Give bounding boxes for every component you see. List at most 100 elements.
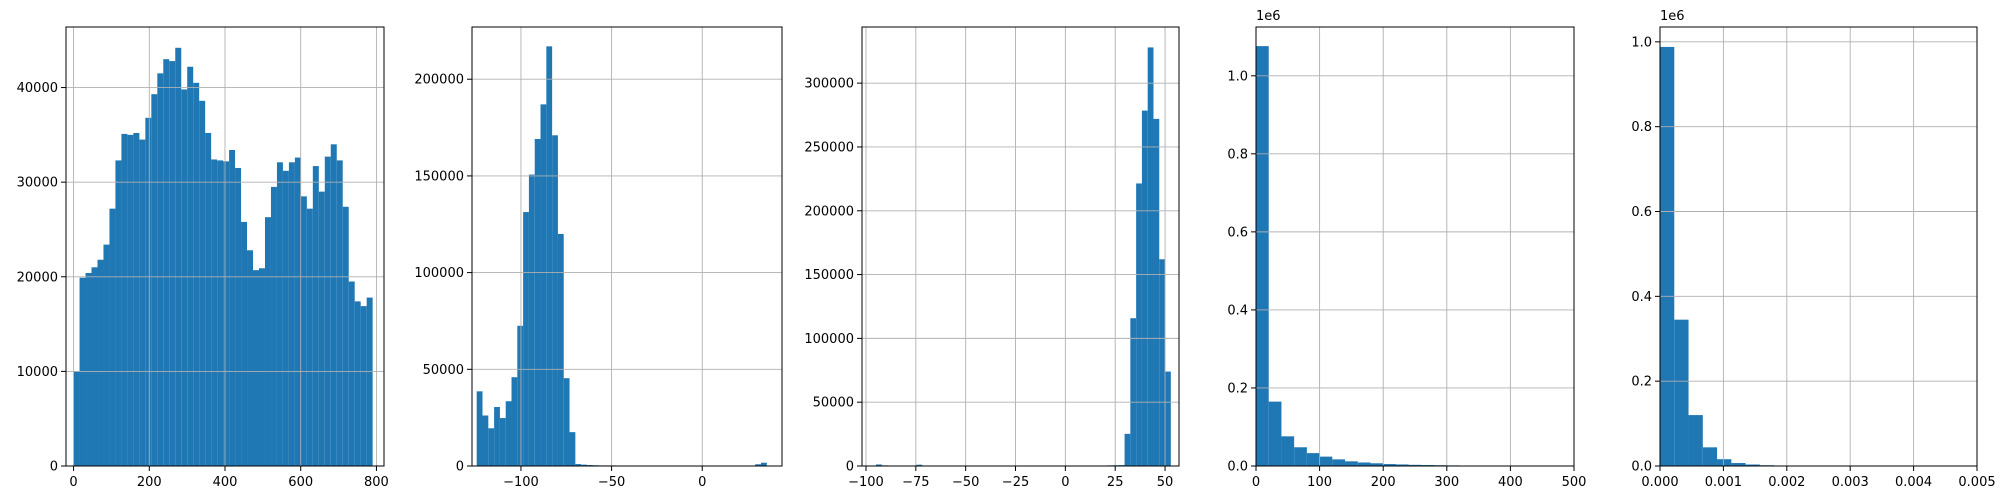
y-tick-label: 200000: [804, 204, 854, 219]
histogram-bar: [330, 144, 337, 466]
histogram-bar: [115, 160, 122, 466]
histogram-bar: [205, 132, 212, 466]
histogram-bar: [97, 259, 104, 466]
x-tick-label: 0.003: [1832, 475, 1869, 490]
y-offset-label: 1e6: [1660, 9, 1685, 24]
histogram-bar: [575, 464, 582, 466]
histogram-bar: [241, 221, 248, 466]
histogram-bar: [1745, 464, 1760, 466]
x-tick-label: 0.005: [1958, 475, 1995, 490]
histogram-bar: [276, 162, 283, 467]
histogram-bar: [1141, 110, 1148, 466]
histogram-bar: [1717, 459, 1732, 466]
x-tick-label: 200: [1371, 475, 1396, 490]
x-tick-label: 600: [288, 475, 313, 490]
histogram-bar: [1130, 318, 1137, 466]
histogram-bar: [133, 132, 140, 466]
histogram-bar: [1702, 447, 1718, 466]
histogram-bar: [354, 301, 361, 467]
histogram-bar: [360, 306, 367, 466]
histogram-bar: [300, 196, 307, 467]
x-tick-label: −100: [848, 475, 884, 490]
y-tick-label: 50000: [423, 363, 464, 378]
histogram-bar: [476, 391, 483, 466]
histogram-bar: [1294, 447, 1307, 466]
histogram-bar: [217, 160, 224, 466]
y-tick-label: 0.2: [1227, 381, 1248, 396]
y-tick-label: 300000: [804, 77, 854, 92]
histogram-bar: [348, 281, 355, 466]
y-tick-label: 150000: [414, 169, 464, 184]
histogram-bar: [1319, 456, 1333, 466]
x-tick-label: 25: [1107, 475, 1124, 490]
histogram-bar: [1370, 463, 1384, 466]
y-tick-label: 0.0: [1631, 460, 1652, 475]
histogram-bar: [1256, 46, 1269, 467]
histogram-bar: [259, 268, 265, 466]
histogram-bar: [1124, 433, 1131, 466]
histogram-bar: [193, 82, 200, 466]
x-tick-label: 0.001: [1705, 475, 1742, 490]
y-offset-label: 1e6: [1256, 9, 1281, 24]
histogram-bar: [1165, 371, 1171, 466]
y-tick-label: 0: [846, 460, 854, 475]
x-tick-label: 0.000: [1641, 475, 1678, 490]
y-tick-label: 100000: [804, 332, 854, 347]
y-tick-label: 50000: [813, 396, 854, 411]
histogram-bar: [755, 464, 761, 466]
histogram-bar: [1136, 183, 1142, 466]
y-tick-label: 0.6: [1227, 225, 1248, 240]
x-tick-label: 0.002: [1768, 475, 1805, 490]
histogram-bar: [264, 217, 271, 466]
histogram-bar: [282, 170, 289, 466]
axes-frame: [1659, 26, 1978, 467]
x-tick-label: −75: [902, 475, 929, 490]
y-tick-label: 0.4: [1227, 303, 1248, 318]
histogram-bar: [581, 464, 587, 466]
y-tick-label: 1.0: [1631, 35, 1652, 50]
y-tick-label: 30000: [17, 176, 58, 191]
histogram-bar: [1281, 436, 1295, 466]
y-tick-label: 0: [456, 460, 464, 475]
histogram-bar: [127, 134, 134, 467]
axes-frame: [471, 26, 783, 467]
histogram-bar: [211, 159, 218, 466]
y-tick-label: 40000: [17, 81, 58, 96]
histogram-bar: [1153, 118, 1160, 466]
histogram-bar: [1688, 415, 1703, 466]
y-tick-label: 0.8: [1631, 120, 1652, 135]
histogram-bar: [312, 166, 319, 466]
histogram-bar: [1268, 401, 1282, 466]
y-tick-label: 0.4: [1631, 290, 1652, 305]
x-tick-label: −100: [503, 475, 539, 490]
histogram-bar: [109, 208, 116, 466]
histogram-bar: [187, 66, 194, 467]
x-tick-label: 0.004: [1895, 475, 1932, 490]
histogram-bar: [875, 464, 882, 466]
x-tick-label: 400: [1498, 475, 1523, 490]
histogram-bar: [1408, 464, 1422, 466]
x-tick-label: 0: [1252, 475, 1260, 490]
y-tick-label: 10000: [17, 365, 58, 380]
histogram-bar: [169, 61, 176, 467]
histogram-bar: [270, 186, 277, 466]
histogram-bar: [288, 162, 295, 467]
histogram-bar: [151, 94, 158, 467]
axes-frame: [861, 26, 1180, 467]
histogram-bar: [569, 432, 576, 466]
histogram-bar: [482, 415, 489, 466]
y-tick-label: 0: [50, 460, 58, 475]
histogram-bar: [294, 157, 301, 466]
histogram-bar: [181, 89, 188, 466]
y-tick-label: 250000: [804, 140, 854, 155]
histogram-bar: [139, 139, 146, 466]
histogram-bar: [247, 250, 254, 466]
y-tick-label: 0.8: [1227, 147, 1248, 162]
x-tick-label: 100: [1307, 475, 1332, 490]
x-tick-label: 0: [1061, 475, 1069, 490]
histogram-bar: [235, 167, 242, 466]
histogram-bar: [318, 191, 325, 467]
histogram-bar: [1357, 462, 1371, 466]
x-tick-label: −50: [598, 475, 625, 490]
